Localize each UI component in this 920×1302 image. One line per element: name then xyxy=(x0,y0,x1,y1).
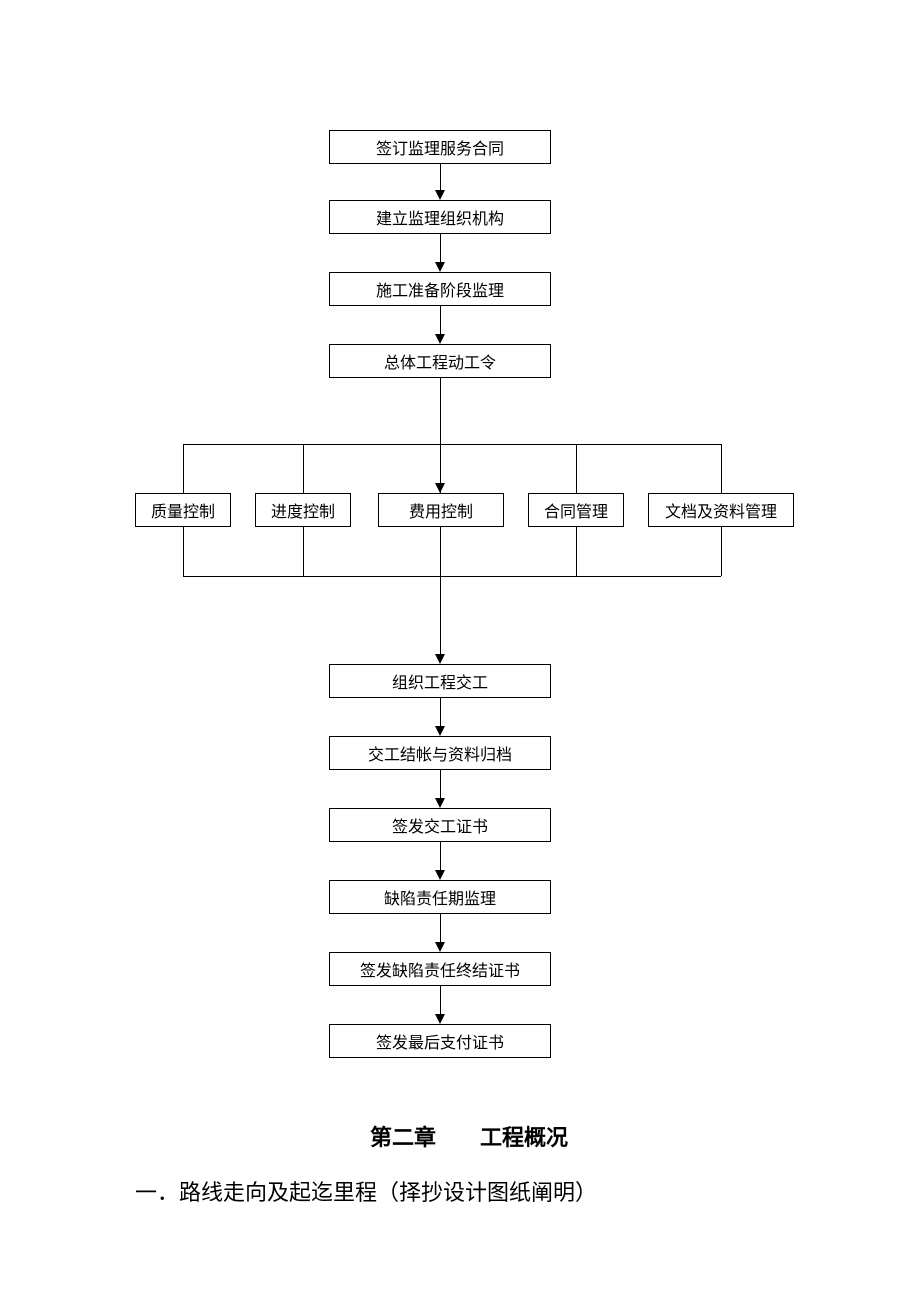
connector-line xyxy=(183,444,721,445)
flow-node-n5c: 费用控制 xyxy=(378,493,504,527)
flow-node-n5a: 质量控制 xyxy=(135,493,231,527)
connector-line xyxy=(183,576,721,577)
arrow-head-icon xyxy=(435,483,445,493)
flow-node-n5d: 合同管理 xyxy=(528,493,624,527)
flow-node-n6: 组织工程交工 xyxy=(329,664,551,698)
connector-line xyxy=(303,444,304,493)
connector-line xyxy=(303,527,304,576)
chapter-title: 第二章 工程概况 xyxy=(370,1120,568,1152)
flow-node-n1: 签订监理服务合同 xyxy=(329,130,551,164)
arrow-head-icon xyxy=(435,262,445,272)
flow-node-n3: 施工准备阶段监理 xyxy=(329,272,551,306)
arrow-head-icon xyxy=(435,942,445,952)
section-text: 一．路线走向及起迄里程（择抄设计图纸阐明） xyxy=(135,1175,597,1207)
flow-node-n2: 建立监理组织机构 xyxy=(329,200,551,234)
flow-node-n10: 签发缺陷责任终结证书 xyxy=(329,952,551,986)
connector-line xyxy=(440,576,441,662)
arrow-head-icon xyxy=(435,798,445,808)
arrow-head-icon xyxy=(435,726,445,736)
arrow-head-icon xyxy=(435,870,445,880)
flow-node-n5b: 进度控制 xyxy=(255,493,351,527)
connector-line xyxy=(183,527,184,576)
flow-node-n7: 交工结帐与资料归档 xyxy=(329,736,551,770)
arrow-head-icon xyxy=(435,334,445,344)
arrow-head-icon xyxy=(435,654,445,664)
connector-line xyxy=(440,378,441,444)
connector-line xyxy=(721,527,722,576)
connector-line xyxy=(576,527,577,576)
flowchart-diagram: 签订监理服务合同建立监理组织机构施工准备阶段监理总体工程动工令质量控制进度控制费… xyxy=(0,0,920,1302)
flow-node-n5e: 文档及资料管理 xyxy=(648,493,794,527)
flow-node-n8: 签发交工证书 xyxy=(329,808,551,842)
connector-line xyxy=(576,444,577,493)
arrow-head-icon xyxy=(435,190,445,200)
flow-node-n4: 总体工程动工令 xyxy=(329,344,551,378)
connector-line xyxy=(183,444,184,493)
flow-node-n11: 签发最后支付证书 xyxy=(329,1024,551,1058)
connector-line xyxy=(721,444,722,493)
connector-line xyxy=(440,527,441,576)
flow-node-n9: 缺陷责任期监理 xyxy=(329,880,551,914)
arrow-head-icon xyxy=(435,1014,445,1024)
